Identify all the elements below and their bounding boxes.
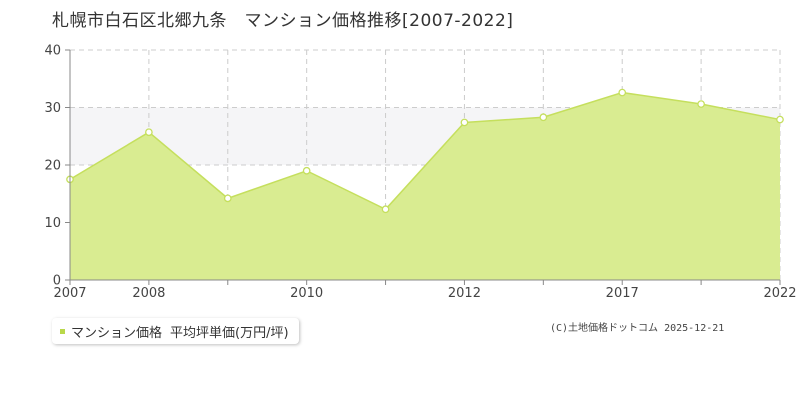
y-tick-label: 40: [44, 44, 61, 59]
x-tick-label: 2022: [763, 286, 796, 301]
data-point: [145, 128, 153, 137]
x-tick-label: 2007: [53, 286, 86, 301]
data-point: [381, 205, 390, 214]
legend-series-label: マンション価格: [71, 325, 163, 341]
x-tick-label: 2008: [132, 286, 165, 301]
y-tick-labels: 0 10 20 30 40: [44, 44, 61, 289]
y-tick-label: 0: [53, 274, 61, 289]
x-tick-label: 2012: [448, 286, 481, 301]
source-credit: (C)土地価格ドットコム 2025-12-21: [550, 323, 725, 334]
data-point: [776, 115, 784, 124]
legend: マンション価格 平均坪単価(万円/坪): [52, 318, 299, 344]
data-point: [618, 88, 627, 97]
legend-swatch: [60, 328, 65, 334]
series-line: [69, 91, 781, 211]
data-point: [460, 118, 469, 127]
y-tick-label: 30: [44, 101, 61, 116]
data-points: [66, 88, 784, 214]
y-tick-label: 20: [44, 159, 61, 174]
series-area: [70, 92, 780, 280]
y-tick-label: 10: [44, 216, 61, 231]
data-point: [223, 194, 232, 203]
data-point: [302, 166, 311, 175]
chart-title: 札幌市白石区北郷九条 マンション価格推移[2007-2022]: [52, 11, 514, 31]
x-tick-label: 2010: [290, 286, 323, 301]
data-point: [539, 113, 548, 122]
x-tick-label: 2017: [606, 286, 639, 301]
x-tick-labels: 2007 2008 2010 2012 2017 2022: [53, 286, 796, 301]
axes: [65, 49, 781, 285]
legend-unit-label: 平均坪単価(万円/坪): [170, 325, 289, 341]
data-point: [697, 100, 705, 108]
